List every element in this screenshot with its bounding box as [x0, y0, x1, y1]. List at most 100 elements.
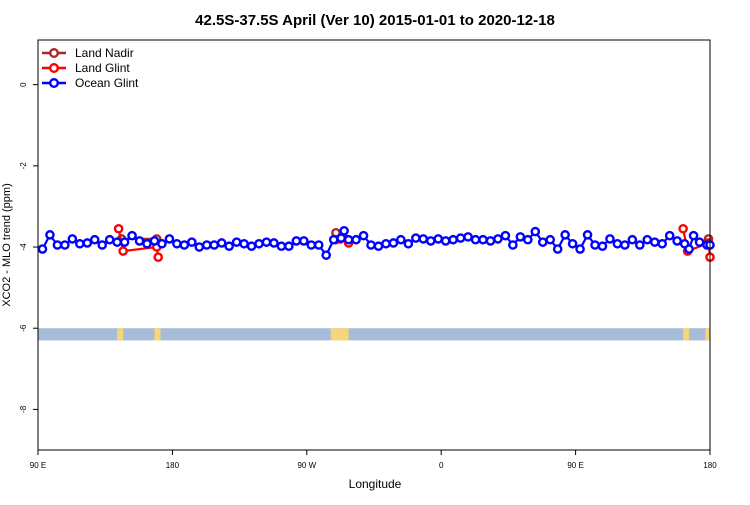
data-point	[684, 244, 694, 254]
data-point	[418, 234, 429, 244]
x-tick-label: 90 E	[30, 461, 46, 470]
axes: 90 E 180 90 W 0 90 E 180 0 -2 -4 -6 -8	[19, 82, 717, 470]
data-point	[605, 234, 615, 244]
data-point	[284, 241, 294, 252]
series-ocean-glint	[37, 225, 715, 260]
data-point	[433, 234, 444, 244]
data-point	[112, 237, 122, 247]
data-point	[366, 240, 376, 250]
data-point	[89, 234, 100, 245]
data-point	[45, 230, 55, 240]
x-tick-label: 0	[439, 461, 444, 470]
data-point	[149, 236, 160, 246]
data-point	[455, 233, 466, 243]
data-point	[127, 230, 137, 241]
data-point	[657, 238, 668, 249]
data-point	[575, 244, 585, 254]
data-point	[321, 250, 332, 260]
data-point	[97, 240, 108, 250]
data-point	[306, 240, 317, 250]
legend-swatch-marker	[49, 77, 60, 88]
data-point	[463, 232, 473, 242]
data-point	[560, 230, 570, 240]
data-point	[209, 240, 220, 250]
data-point	[75, 238, 85, 249]
data-point	[478, 234, 488, 245]
series-layer	[37, 223, 715, 262]
data-point	[358, 230, 369, 241]
data-point	[620, 240, 630, 250]
data-point	[425, 236, 436, 246]
land-band-segment	[683, 328, 690, 341]
data-point	[597, 241, 608, 252]
data-point	[694, 237, 705, 247]
data-point	[179, 240, 190, 250]
legend-item: Land Glint	[42, 61, 130, 75]
x-axis-label: Longitude	[349, 477, 402, 491]
data-point	[411, 233, 421, 243]
data-point	[339, 225, 349, 236]
land-band-segment	[705, 328, 710, 341]
data-point	[567, 238, 578, 249]
data-point	[515, 232, 526, 242]
data-point	[82, 238, 93, 248]
legend-label: Land Glint	[75, 61, 130, 75]
x-tick-label: 90 E	[567, 461, 583, 470]
series-line-segment	[122, 245, 157, 253]
data-point	[313, 240, 324, 250]
data-point	[485, 236, 496, 246]
legend-label: Ocean Glint	[75, 76, 139, 90]
data-point	[381, 238, 391, 249]
data-point	[254, 238, 264, 249]
data-point	[231, 237, 242, 247]
data-point	[104, 234, 115, 245]
data-point	[508, 240, 518, 250]
data-point	[627, 234, 638, 245]
surface-type-band	[38, 328, 710, 341]
data-point	[172, 238, 182, 249]
data-point	[523, 234, 533, 245]
data-point	[493, 234, 503, 244]
data-point	[157, 238, 167, 249]
data-point	[545, 234, 556, 245]
data-point	[470, 234, 481, 245]
data-point	[118, 246, 128, 256]
data-point	[142, 238, 152, 249]
legend-label: Land Nadir	[75, 46, 134, 60]
land-band-segment	[330, 328, 349, 341]
legend-item: Ocean Glint	[42, 76, 139, 90]
data-point	[239, 238, 249, 249]
data-point	[187, 237, 197, 247]
data-point	[201, 240, 212, 250]
data-point	[664, 230, 675, 241]
legend-swatch-marker	[49, 48, 60, 59]
data-point	[134, 236, 145, 246]
data-point	[269, 238, 279, 248]
data-point	[612, 238, 623, 249]
data-point	[67, 234, 78, 244]
data-point	[299, 236, 309, 246]
data-point	[672, 236, 682, 246]
data-point	[642, 234, 653, 245]
data-point	[396, 234, 406, 245]
data-point	[291, 236, 302, 246]
x-tick-label: 90 W	[297, 461, 316, 470]
data-point	[164, 234, 175, 244]
y-tick-label: 0	[19, 82, 28, 87]
data-point	[590, 240, 600, 250]
data-point	[119, 237, 130, 247]
land-band-segment	[154, 328, 161, 341]
data-point	[500, 230, 511, 241]
data-point	[635, 240, 645, 250]
data-point	[388, 238, 399, 248]
data-point	[582, 230, 593, 240]
data-point	[52, 240, 63, 250]
y-tick-label: -4	[19, 243, 28, 251]
y-tick-label: -8	[19, 405, 28, 413]
data-point	[678, 223, 688, 234]
data-point	[403, 238, 414, 249]
data-point	[688, 230, 699, 241]
